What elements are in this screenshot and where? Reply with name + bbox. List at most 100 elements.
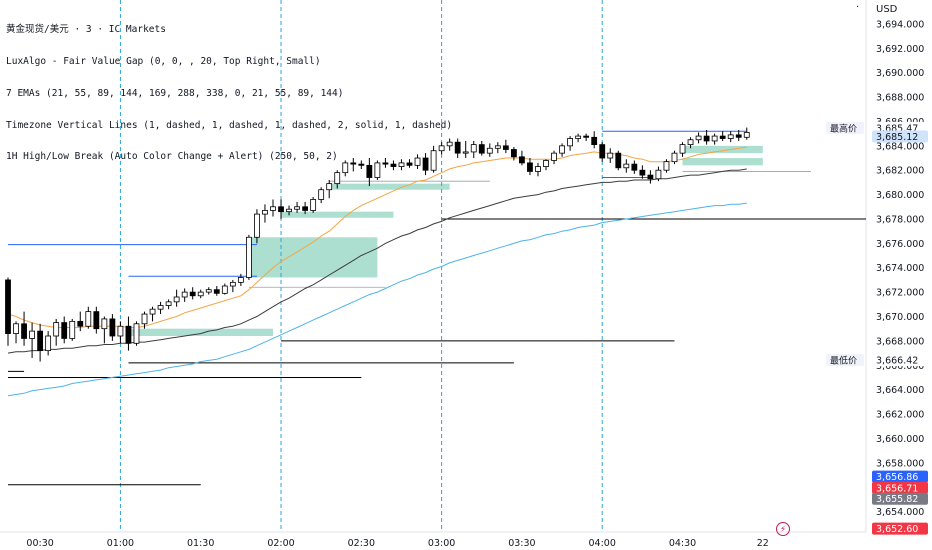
price-label-value: 3,656.71 (876, 483, 918, 494)
price-label-value: 3,652.60 (876, 524, 918, 535)
candle-body (663, 161, 670, 171)
legend-break-indicator[interactable]: 1H High/Low Break (Auto Color Change + A… (6, 151, 338, 163)
legend-fvg-indicator[interactable]: LuxAlgo - Fair Value Gap (0, 0, , 20, To… (6, 55, 321, 67)
candle-body (639, 169, 646, 176)
price-tick-label: 3,668.000 (876, 336, 924, 347)
candle-body (61, 322, 68, 339)
candle-body (655, 169, 662, 180)
candle-body (631, 163, 638, 171)
currency-label[interactable]: USD (876, 4, 898, 15)
chart-legend: 黄金现货/美元 · 3 · IC Markets LuxAlgo - Fair … (6, 4, 452, 184)
candle-body (462, 151, 469, 154)
candle-body (157, 305, 164, 310)
candle-body (519, 156, 525, 164)
candle-body (173, 296, 180, 303)
more-menu-icon[interactable]: · (856, 2, 860, 13)
candle-body (390, 163, 397, 167)
candle-body (615, 152, 622, 169)
candle-body (470, 144, 477, 153)
candle-body (342, 162, 349, 174)
price-tick-label: 3,694.000 (876, 19, 924, 30)
price-tick-label: 3,662.000 (876, 410, 924, 421)
candle-body (719, 135, 726, 139)
candle-body (575, 135, 582, 139)
candle-body (599, 144, 606, 159)
price-tick-label: 3,682.000 (876, 166, 924, 177)
time-tick-label: 04:00 (589, 538, 616, 549)
candle-body (29, 330, 35, 339)
price-label-value: 3,685.47 (876, 123, 918, 134)
price-tick-label: 3,684.000 (876, 141, 924, 152)
alert-bolt-icon[interactable]: ⚡ (776, 522, 790, 536)
candle-body (735, 134, 742, 138)
candle-body (486, 147, 493, 154)
price-tick-label: 3,692.000 (876, 44, 924, 55)
price-label-name: 最高价 (830, 122, 857, 134)
candle-body (117, 325, 124, 337)
price-label-tag (872, 522, 928, 535)
candle-body (687, 139, 694, 146)
price-tick-label: 3,654.000 (876, 507, 924, 518)
candle-body (502, 145, 509, 150)
candle-body (302, 206, 309, 211)
fvg-zone (128, 328, 273, 336)
price-tick-label: 3,666.000 (876, 361, 924, 372)
price-label-tag (872, 492, 928, 505)
candle-body (567, 138, 573, 147)
legend-symbol[interactable]: 黄金现货/美元 · 3 · IC Markets (6, 24, 166, 36)
candle-body (101, 318, 108, 330)
candle-body (671, 152, 678, 163)
candle-body (695, 135, 702, 141)
candle-body (510, 149, 517, 158)
ema-55-line (7, 168, 747, 354)
candle-body (727, 134, 734, 139)
time-tick-label: 01:30 (187, 538, 214, 549)
price-tick-label: 3,672.000 (876, 288, 924, 299)
candle-body (221, 285, 228, 294)
candle-body (422, 157, 429, 171)
candle-body (262, 210, 268, 215)
price-label-tag (872, 470, 928, 483)
candle-body (559, 145, 565, 154)
price-label-value: 3,655.82 (876, 494, 918, 505)
candle-body (527, 162, 533, 172)
candle-body (430, 150, 437, 171)
price-tick-label: 3,688.000 (876, 93, 924, 104)
candle-body (679, 144, 686, 154)
candle-body (334, 172, 341, 185)
time-tick-label: 22 (757, 538, 769, 549)
candle-body (286, 208, 292, 213)
candle-body (583, 135, 590, 138)
candle-body (197, 291, 204, 297)
candle-body (703, 135, 710, 142)
price-label-tag (872, 481, 928, 494)
candle-body (358, 163, 365, 166)
candle-body (494, 145, 501, 149)
price-tick-label: 3,690.000 (876, 68, 924, 79)
candle-body (270, 206, 276, 211)
price-label-value: 3,666.42 (876, 356, 918, 367)
candle-body (535, 166, 541, 172)
candle-body (21, 323, 27, 339)
candle-body (85, 311, 92, 327)
candle-body (125, 325, 132, 344)
candle-body (438, 145, 445, 152)
candle-body (310, 199, 317, 211)
candle-body (414, 157, 421, 166)
legend-ema-indicator[interactable]: 7 EMAs (21, 55, 89, 144, 169, 288, 338, … (6, 87, 344, 99)
candle-body (591, 136, 598, 146)
candle-body (607, 152, 614, 159)
candle-body (149, 308, 156, 315)
time-tick-label: 00:30 (26, 538, 53, 549)
candle-body (543, 160, 549, 167)
candle-body (647, 174, 654, 180)
candle-body (109, 318, 116, 337)
price-tick-label: 3,676.000 (876, 239, 924, 250)
candle-body (141, 313, 148, 325)
candle-body (398, 162, 405, 167)
fvg-zone (682, 145, 763, 154)
candle-body (551, 152, 557, 161)
legend-timezone-indicator[interactable]: Timezone Vertical Lines (1, dashed, 1, d… (6, 119, 453, 131)
